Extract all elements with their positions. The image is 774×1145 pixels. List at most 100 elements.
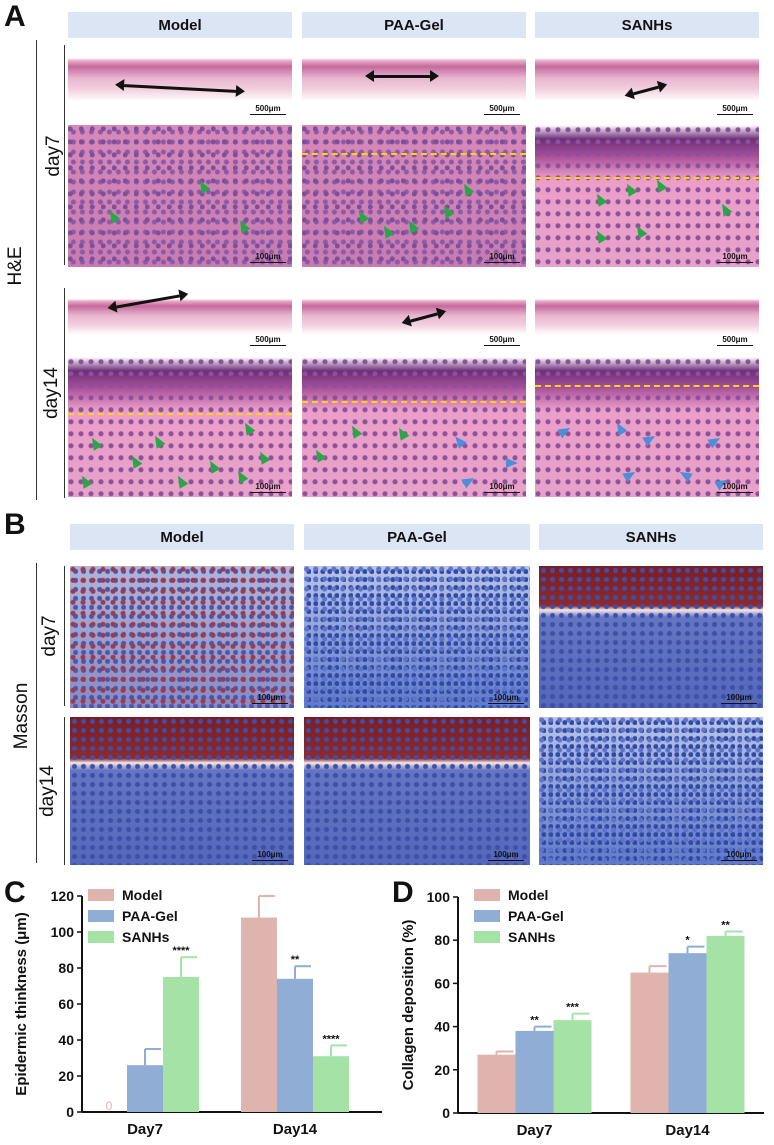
bar [241, 917, 277, 1112]
divider-day7 [64, 45, 65, 265]
scale-bar: 100μm [488, 850, 524, 861]
scale-bar: 500μm [717, 104, 753, 115]
significance-label: * [685, 935, 690, 947]
wound-width-arrow [365, 70, 439, 82]
legend-label: PAA-Gel [508, 908, 564, 924]
he-day7-paa-high: 100μm [302, 125, 526, 267]
scale-bar: 100μm [717, 482, 753, 493]
row-label-masson: Masson [11, 682, 32, 750]
wound-width-arrow [123, 84, 237, 93]
header-model-he: Model [68, 12, 292, 38]
y-tick-label: 20 [58, 1068, 74, 1084]
y-axis-label: Epidermic thinkness (μm) [13, 912, 30, 1095]
header-sanhs-he: SANHs [535, 12, 759, 38]
green-arrow [127, 453, 143, 469]
blue-arrow [707, 433, 723, 449]
green-arrow [195, 178, 211, 194]
green-arrow [394, 425, 410, 441]
scale-bar: 500μm [717, 335, 753, 346]
scale-bar: 100μm [252, 850, 288, 861]
bar [706, 935, 745, 1113]
green-arrow [233, 468, 249, 484]
green-arrow [404, 218, 420, 234]
green-arrow [105, 208, 121, 224]
legend-swatch [474, 910, 500, 922]
green-arrow [205, 458, 221, 474]
scale-bar: 100μm [484, 482, 520, 493]
wound-width-arrow [410, 312, 438, 323]
green-arrow [622, 181, 638, 197]
legend-swatch [474, 889, 500, 901]
blue-arrow [677, 467, 693, 483]
bar [127, 1065, 163, 1112]
he-day14-paa-low: 500μm [302, 288, 526, 348]
bar [163, 977, 199, 1112]
y-tick-label: 100 [51, 924, 75, 940]
blue-arrow [612, 420, 628, 436]
masson-day14-sanhs: 100μm [539, 717, 763, 865]
wound-width-arrow [633, 85, 659, 96]
divider-day14 [64, 288, 65, 498]
row-label-masson-day14: day14 [37, 765, 58, 817]
panel-label-d: D [392, 876, 414, 909]
y-tick-label: 40 [58, 1032, 74, 1048]
blue-arrow [622, 467, 638, 483]
y-tick-label: 0 [442, 1105, 450, 1121]
significance-label: ** [721, 920, 730, 932]
green-arrow [311, 447, 327, 463]
y-tick-label: 80 [434, 932, 450, 948]
y-tick-label: 40 [434, 1019, 450, 1035]
blue-arrow [461, 473, 477, 489]
scale-bar: 100μm [717, 252, 753, 263]
bar [668, 953, 707, 1113]
epidermis-boundary [302, 153, 526, 155]
green-arrow [652, 177, 668, 193]
green-arrow [592, 191, 608, 207]
x-tick-label: Day14 [273, 1121, 318, 1138]
green-arrow [173, 473, 189, 489]
scale-bar: 100μm [252, 693, 288, 704]
green-arrow [592, 228, 608, 244]
scale-bar: 500μm [484, 335, 520, 346]
green-arrow [347, 423, 363, 439]
green-arrow [150, 433, 166, 449]
epidermis-chart: 0 20 40 60 80 100 120 Epidermic thinkness (μm) 0… [13, 887, 382, 1138]
scale-bar: 100μm [250, 482, 286, 493]
green-arrow [439, 203, 455, 219]
bar [277, 978, 313, 1112]
header-model-masson: Model [70, 524, 294, 550]
masson-day7-sanhs: 100μm [539, 566, 763, 708]
scale-bar: 500μm [250, 104, 286, 115]
bar [313, 1056, 349, 1112]
legend-swatch [88, 931, 114, 943]
epidermis-boundary [535, 385, 759, 387]
zero-value-marker: 0 [106, 1099, 113, 1113]
epidermis-boundary [68, 413, 292, 415]
bar [630, 972, 669, 1113]
bar [515, 1030, 554, 1113]
significance-label: **** [322, 1033, 340, 1045]
green-arrow [255, 449, 271, 465]
bar [477, 1054, 516, 1113]
significance-label: **** [172, 945, 190, 957]
y-tick-label: 120 [51, 888, 75, 904]
row-label-masson-day7: day7 [39, 615, 60, 657]
y-tick-label: 0 [66, 1104, 74, 1120]
header-paa-he: PAA-Gel [302, 12, 526, 38]
scale-bar: 100μm [721, 693, 757, 704]
header-paa-masson: PAA-Gel [304, 524, 530, 550]
legend-swatch [88, 889, 114, 901]
blue-arrow [557, 423, 573, 439]
blue-arrow [506, 458, 518, 468]
significance-label: ** [530, 1015, 539, 1027]
he-day14-sanhs-low: 500μm [535, 288, 759, 348]
masson-day7-paa: 100μm [304, 566, 530, 708]
legend-label: SANHs [122, 929, 170, 945]
he-day7-model-high: 100μm [68, 125, 292, 267]
he-day7-sanhs-low: 500μm [535, 45, 759, 117]
bar [553, 1020, 592, 1113]
epidermis-boundary [535, 177, 759, 179]
y-axis-label: Collagen deposition (%) [400, 920, 417, 1091]
he-day14-model-low: 500μm [68, 288, 292, 348]
